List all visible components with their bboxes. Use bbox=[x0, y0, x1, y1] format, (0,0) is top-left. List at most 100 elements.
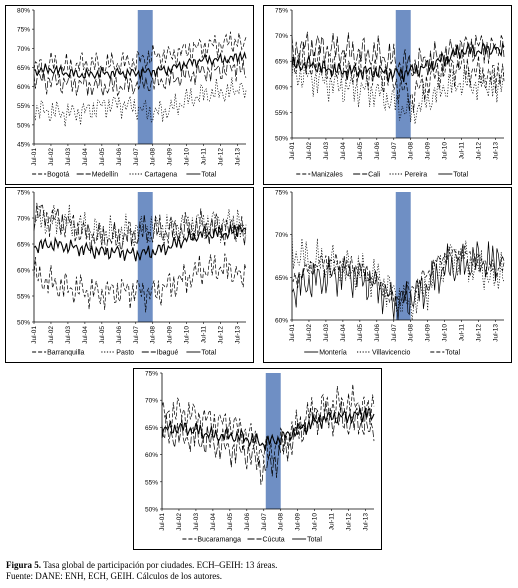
x-tick-label: Jul-03 bbox=[323, 142, 330, 160]
series-line-total bbox=[291, 245, 505, 307]
x-tick-label: Jul-01 bbox=[31, 326, 38, 344]
series-line-cali bbox=[291, 31, 505, 79]
legend-label: Medellín bbox=[92, 172, 119, 179]
legend-label: Total bbox=[201, 172, 216, 179]
legend-label: Total bbox=[445, 350, 460, 357]
x-tick-label: Jul-10 bbox=[442, 324, 449, 342]
x-tick-label: Jul-03 bbox=[323, 324, 330, 342]
shaded-period bbox=[137, 192, 153, 322]
y-tick-label: 70% bbox=[145, 398, 158, 405]
series-line-villavicencio bbox=[291, 235, 505, 321]
y-tick-label: 60% bbox=[275, 84, 288, 91]
shaded-period bbox=[395, 10, 411, 138]
x-tick-label: Jul-12 bbox=[218, 148, 225, 166]
chart-svg: 50% 55% 60% 65% 70% 75% Jul-01 Jul-02 Jul-03 Jul-… bbox=[17, 190, 247, 357]
y-tick-label: 75% bbox=[275, 190, 288, 197]
x-tick-label: Jul-05 bbox=[357, 324, 364, 342]
series-line-total bbox=[33, 50, 247, 81]
legend-label: Pasto bbox=[116, 350, 134, 357]
chart-svg: 45% 50% 55% 60% 65% 70% 75% 80% Jul-01 Jul-02 Jul-… bbox=[17, 8, 247, 179]
y-tick-label: 70% bbox=[17, 216, 30, 223]
series-line-montería bbox=[291, 241, 505, 321]
series-line-cúcuta bbox=[161, 401, 375, 485]
x-tick-label: Jul-02 bbox=[306, 324, 313, 342]
y-tick-label: 75% bbox=[145, 371, 158, 378]
y-tick-label: 65% bbox=[17, 242, 30, 249]
legend-label: Cúcuta bbox=[263, 537, 285, 544]
caption-label: Figura 5. bbox=[6, 560, 41, 570]
x-tick-label: Jul-08 bbox=[408, 324, 415, 342]
x-tick-label: Jul-10 bbox=[184, 148, 191, 166]
x-tick-label: Jul-09 bbox=[167, 148, 174, 166]
x-tick-label: Jul-02 bbox=[48, 326, 55, 344]
y-tick-label: 50% bbox=[145, 507, 158, 514]
x-tick-label: Jul-11 bbox=[201, 148, 208, 166]
x-tick-label: Jul-08 bbox=[150, 326, 157, 344]
chart-barranquilla-pasto-ibague: 50% 55% 60% 65% 70% 75% Jul-01 Jul-02 Jul-03 Jul-… bbox=[5, 187, 254, 363]
figure-source: Fuente: DANE: ENH, ECH, GEIH. Cálculos d… bbox=[6, 571, 222, 581]
y-tick-label: 45% bbox=[17, 142, 30, 149]
figure-caption: Figura 5. Tasa global de participación p… bbox=[6, 560, 277, 571]
y-tick-label: 50% bbox=[275, 136, 288, 143]
x-tick-label: Jul-09 bbox=[167, 326, 174, 344]
y-tick-label: 65% bbox=[275, 59, 288, 66]
series-line-barranquilla bbox=[33, 253, 247, 313]
legend-label: Ibagué bbox=[157, 350, 179, 357]
x-tick-label: Jul-12 bbox=[218, 326, 225, 344]
x-tick-label: Jul-01 bbox=[31, 148, 38, 166]
series-line-total bbox=[161, 407, 375, 451]
y-tick-label: 60% bbox=[17, 84, 30, 91]
legend-label: Manizales bbox=[311, 172, 343, 179]
chart-bogota-medellin-cartagena: 45% 50% 55% 60% 65% 70% 75% 80% Jul-01 Jul-02 Jul-… bbox=[5, 5, 254, 185]
x-tick-label: Jul-04 bbox=[340, 142, 347, 160]
x-tick-label: Jul-12 bbox=[476, 142, 483, 160]
x-tick-label: Jul-11 bbox=[329, 513, 336, 531]
legend-label: Total bbox=[201, 350, 216, 357]
x-tick-label: Jul-12 bbox=[476, 324, 483, 342]
x-tick-label: Jul-06 bbox=[374, 142, 381, 160]
x-tick-label: Jul-04 bbox=[340, 324, 347, 342]
x-tick-label: Jul-08 bbox=[408, 142, 415, 160]
x-tick-label: Jul-08 bbox=[150, 148, 157, 166]
x-tick-label: Jul-09 bbox=[425, 142, 432, 160]
y-tick-label: 60% bbox=[275, 318, 288, 325]
series-line-total bbox=[291, 41, 505, 83]
x-tick-label: Jul-13 bbox=[235, 148, 242, 166]
y-tick-label: 70% bbox=[17, 46, 30, 53]
y-tick-label: 50% bbox=[17, 122, 30, 129]
x-tick-label: Jul-03 bbox=[65, 148, 72, 166]
x-tick-label: Jul-10 bbox=[184, 326, 191, 344]
x-tick-label: Jul-07 bbox=[133, 148, 140, 166]
y-tick-label: 75% bbox=[17, 27, 30, 34]
y-tick-label: 75% bbox=[275, 8, 288, 15]
y-tick-label: 55% bbox=[145, 479, 158, 486]
x-tick-label: Jul-09 bbox=[295, 513, 302, 531]
x-tick-label: Jul-12 bbox=[346, 513, 353, 531]
x-tick-label: Jul-13 bbox=[493, 142, 500, 160]
y-tick-label: 65% bbox=[17, 65, 30, 72]
x-tick-label: Jul-02 bbox=[306, 142, 313, 160]
legend-label: Barranquilla bbox=[47, 350, 84, 357]
series-line-bogotá bbox=[33, 31, 247, 78]
x-tick-label: Jul-11 bbox=[459, 142, 466, 160]
x-tick-label: Jul-05 bbox=[227, 513, 234, 531]
legend-label: Villavicencio bbox=[372, 350, 410, 357]
x-tick-label: Jul-03 bbox=[65, 326, 72, 344]
y-tick-label: 65% bbox=[145, 425, 158, 432]
legend-label: Cartagena bbox=[145, 172, 178, 179]
y-tick-label: 80% bbox=[17, 8, 30, 15]
series-line-manizales bbox=[292, 42, 505, 114]
x-tick-label: Jul-10 bbox=[442, 142, 449, 160]
legend-label: Bucaramanga bbox=[197, 537, 241, 544]
x-tick-label: Jul-05 bbox=[99, 326, 106, 344]
x-tick-label: Jul-06 bbox=[374, 324, 381, 342]
x-tick-label: Jul-05 bbox=[99, 148, 106, 166]
legend-label: Bogotá bbox=[47, 172, 69, 179]
chart-svg: 50% 55% 60% 65% 70% 75% Jul-01 Jul-02 Jul-03 Jul-… bbox=[145, 371, 375, 544]
x-tick-label: Jul-11 bbox=[459, 324, 466, 342]
x-tick-label: Jul-07 bbox=[261, 513, 268, 531]
x-tick-label: Jul-03 bbox=[193, 513, 200, 531]
y-tick-label: 55% bbox=[17, 103, 30, 110]
y-tick-label: 75% bbox=[17, 190, 30, 197]
series-line-ibagué bbox=[33, 202, 247, 256]
